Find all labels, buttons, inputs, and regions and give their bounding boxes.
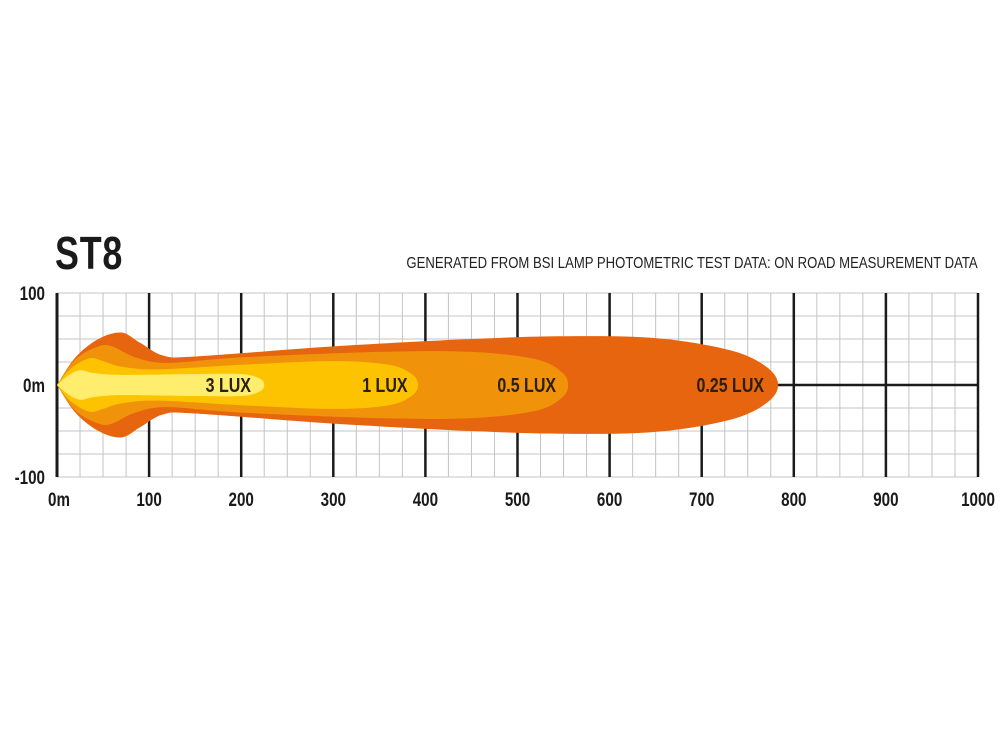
x-tick-label: 700 [689,488,714,510]
x-tick-label: 300 [321,488,346,510]
y-tick-label: 0m [23,374,45,396]
chart-title: ST8 [55,227,124,279]
x-tick-label: 900 [873,488,898,510]
contour-label: 0.5 LUX [497,374,556,396]
tick-labels: 0m 100 200 300 400 500 600 700 800 900 10001000m-1… [15,282,995,510]
x-tick-label: 800 [781,488,806,510]
x-tick-label: 1000 [961,488,995,510]
chart-subtitle: GENERATED FROM BSI LAMP PHOTOMETRIC TEST… [406,255,978,272]
x-tick-label: 600 [597,488,622,510]
beam-contours [57,332,779,438]
x-tick-label: 0m [48,488,70,510]
y-tick-label: -100 [15,466,45,488]
contour-label: 3 LUX [206,374,251,396]
contour-label: 1 LUX [362,374,407,396]
x-tick-label: 100 [136,488,161,510]
y-tick-label: 100 [20,282,45,304]
contour-labels: 3 LUX 1 LUX 0.5 LUX 0.25 LUX [206,374,764,396]
x-tick-label: 200 [229,488,254,510]
contour-label: 0.25 LUX [696,374,764,396]
x-tick-label: 400 [413,488,438,510]
x-tick-label: 500 [505,488,530,510]
beam-contour-3-lux [57,370,265,400]
